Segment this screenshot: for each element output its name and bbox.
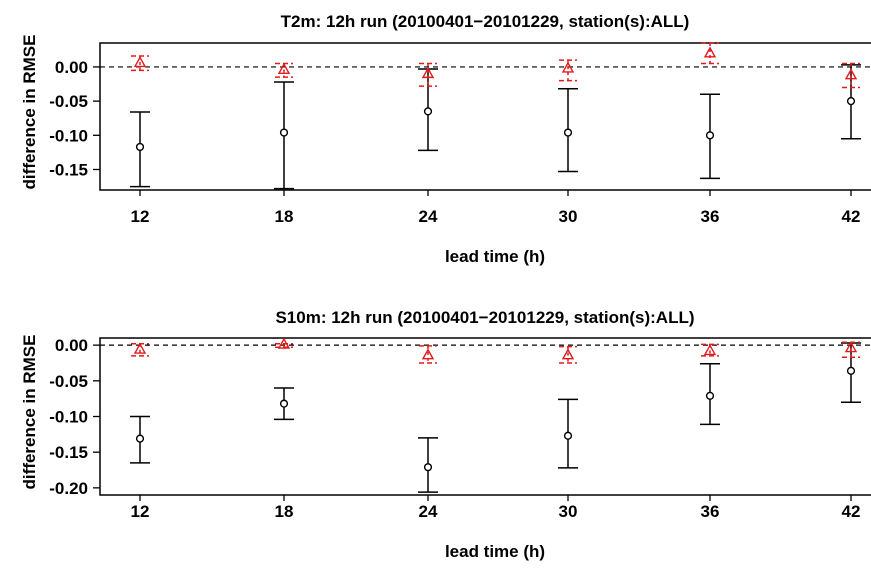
x-tick-label: 36 xyxy=(701,207,720,226)
data-point-circle xyxy=(423,463,433,472)
data-point-circle xyxy=(705,131,715,140)
y-axis-label: difference in RMSE xyxy=(20,35,39,190)
y-tick-label: -0.15 xyxy=(49,443,88,462)
data-point-circle xyxy=(846,97,856,106)
x-tick-label: 12 xyxy=(131,207,150,226)
data-point-triangle xyxy=(561,61,575,73)
data-point-triangle xyxy=(703,344,717,356)
data-point-triangle xyxy=(277,62,291,74)
x-tick-label: 18 xyxy=(275,207,294,226)
x-tick-label: 24 xyxy=(419,207,438,226)
error-bar xyxy=(842,341,860,359)
x-axis-label: lead time (h) xyxy=(445,542,545,561)
x-tick-label: 42 xyxy=(842,207,861,226)
data-point-triangle xyxy=(421,348,435,360)
chart-title: S10m: 12h run (20100401−20101229, statio… xyxy=(275,308,694,327)
data-point-circle xyxy=(563,128,573,137)
plot-frame xyxy=(99,42,871,191)
error-bar xyxy=(559,59,577,82)
chart-panel-s10m: S10m: 12h run (20100401−20101229, statio… xyxy=(20,308,871,561)
plot-frame xyxy=(99,337,871,496)
data-point-circle xyxy=(705,391,715,400)
y-tick-label: -0.10 xyxy=(49,408,88,427)
x-tick-label: 42 xyxy=(842,502,861,521)
y-tick-label: -0.05 xyxy=(49,372,88,391)
data-point-triangle xyxy=(844,68,858,80)
x-tick-label: 30 xyxy=(559,502,578,521)
data-point-circle xyxy=(279,399,289,408)
error-bar xyxy=(842,62,860,89)
x-tick-label: 12 xyxy=(131,502,150,521)
data-point-triangle xyxy=(561,348,575,360)
error-bar xyxy=(419,62,437,87)
data-point-circle xyxy=(135,142,145,152)
chart-panel-t2m: T2m: 12h run (20100401−20101229, station… xyxy=(20,12,871,266)
data-point-circle xyxy=(423,107,433,116)
y-tick-label: 0.00 xyxy=(55,336,88,355)
y-tick-label: 0.00 xyxy=(55,58,88,77)
data-point-triangle xyxy=(421,66,435,79)
data-point-triangle xyxy=(844,341,858,353)
chart-title: T2m: 12h run (20100401−20101229, station… xyxy=(281,12,690,31)
x-tick-label: 36 xyxy=(701,502,720,521)
y-tick-label: -0.20 xyxy=(49,479,88,498)
y-axis-label: difference in RMSE xyxy=(20,335,39,490)
error-bar xyxy=(701,42,719,65)
y-tick-label: -0.15 xyxy=(49,160,88,179)
data-point-circle xyxy=(135,434,145,443)
x-tick-label: 18 xyxy=(275,502,294,521)
x-tick-label: 30 xyxy=(559,207,578,226)
data-point-triangle xyxy=(703,46,717,58)
data-point-circle xyxy=(563,431,573,440)
y-tick-label: -0.10 xyxy=(49,126,88,145)
data-point-circle xyxy=(846,366,856,375)
error-bar xyxy=(275,342,293,349)
data-point-triangle xyxy=(133,342,147,354)
data-point-triangle xyxy=(133,55,147,68)
y-tick-label: -0.05 xyxy=(49,92,88,111)
x-axis-label: lead time (h) xyxy=(445,247,545,266)
data-point-circle xyxy=(279,128,289,137)
data-point-triangle xyxy=(277,337,291,349)
x-tick-label: 24 xyxy=(419,502,438,521)
